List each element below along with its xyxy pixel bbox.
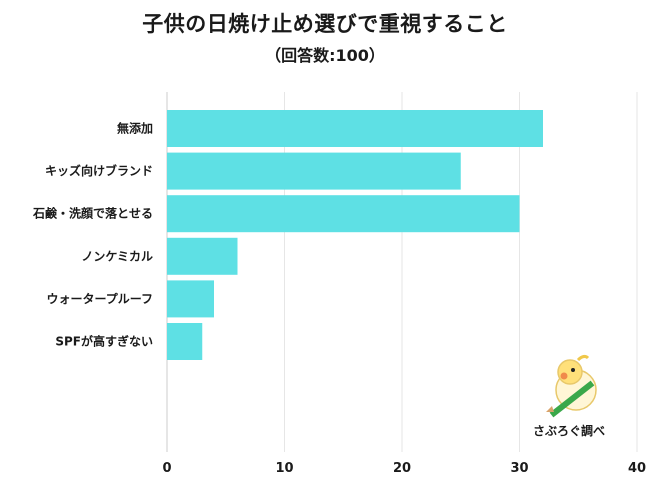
category-label-2: 石鹸・洗顔で落とせる — [32, 206, 153, 221]
x-tick-label-0: 0 — [162, 461, 171, 476]
chart-title: 子供の日焼け止め選びで重視すること — [142, 12, 508, 36]
category-label-5: SPFが高すぎない — [55, 334, 153, 349]
bird-mascot-icon — [546, 354, 597, 418]
x-tick-label-3: 30 — [510, 461, 528, 476]
bar-2 — [167, 195, 520, 233]
chart-subtitle: （回答数:100） — [265, 46, 385, 65]
x-tick-label-2: 20 — [393, 461, 411, 476]
source-label: さぶろぐ調べ — [533, 424, 606, 438]
x-tick-label-4: 40 — [628, 461, 646, 476]
category-label-0: 無添加 — [117, 121, 153, 136]
bar-5 — [167, 323, 203, 360]
bar-3 — [167, 237, 238, 275]
bar-1 — [167, 152, 461, 190]
x-tick-label-1: 10 — [275, 461, 293, 476]
category-label-4: ウォータープルーフ — [46, 291, 153, 306]
category-label-3: ノンケミカル — [81, 249, 153, 263]
category-label-1: キッズ向けブランド — [45, 163, 153, 178]
bar-0 — [167, 110, 543, 147]
bar-4 — [167, 280, 214, 318]
